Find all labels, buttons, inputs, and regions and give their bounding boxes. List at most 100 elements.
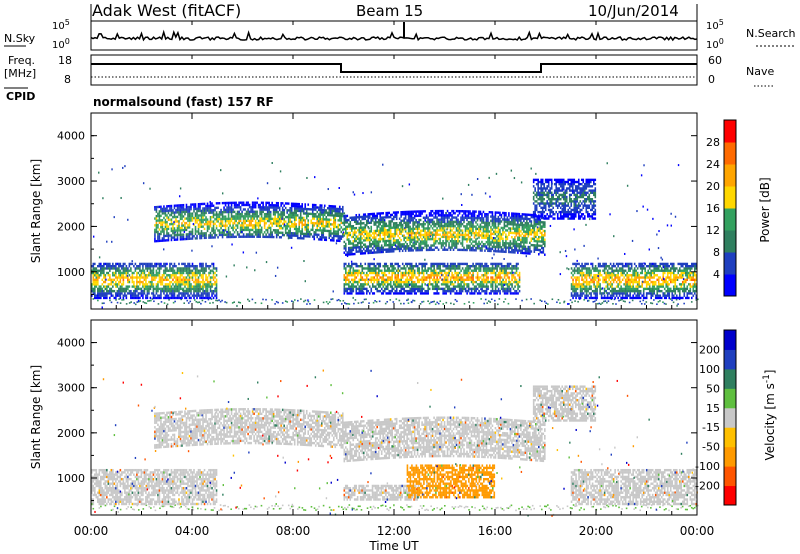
echo-cell bbox=[241, 201, 243, 204]
echo-cell bbox=[307, 235, 310, 238]
echo-cell bbox=[214, 280, 216, 284]
echo-cell bbox=[374, 244, 377, 248]
echo-cell bbox=[104, 296, 107, 300]
echo-cell bbox=[155, 217, 158, 220]
echo-cell bbox=[229, 217, 231, 220]
echo-cell bbox=[337, 223, 340, 227]
echo-cell bbox=[176, 271, 179, 275]
echo-cell bbox=[103, 267, 105, 270]
echo-cell bbox=[314, 206, 317, 209]
echo-cell bbox=[542, 236, 545, 239]
echo-cell bbox=[226, 206, 228, 209]
echo-cell bbox=[332, 239, 335, 242]
echo-cell bbox=[199, 232, 201, 235]
echo-cell bbox=[434, 216, 437, 219]
echo-cell bbox=[292, 204, 294, 208]
echo-cell bbox=[514, 231, 516, 235]
echo-cell bbox=[421, 242, 423, 245]
echo-cell bbox=[436, 218, 438, 221]
echo-cell bbox=[121, 289, 123, 293]
echo-cell bbox=[268, 206, 270, 209]
echo-cell bbox=[338, 223, 341, 227]
echo-cell bbox=[130, 289, 132, 293]
echo-cell bbox=[212, 213, 215, 217]
echo-cell bbox=[109, 287, 111, 291]
echo-cell bbox=[359, 271, 362, 275]
echo-cell bbox=[227, 215, 230, 218]
echo-cell bbox=[317, 213, 320, 216]
echo-cell bbox=[185, 226, 188, 229]
echo-cell bbox=[275, 235, 278, 239]
echo-cell bbox=[389, 226, 392, 230]
echo-cell bbox=[100, 294, 102, 297]
echo-cell bbox=[142, 292, 144, 295]
echo-cell bbox=[380, 225, 383, 228]
echo-cell bbox=[253, 235, 255, 238]
echo-cell bbox=[403, 292, 406, 295]
echo-cell bbox=[182, 287, 185, 291]
echo-cell bbox=[446, 237, 449, 241]
echo-cell bbox=[166, 216, 168, 219]
echo-cell bbox=[158, 232, 161, 236]
echo-cell bbox=[148, 292, 150, 295]
echo-cell bbox=[157, 233, 159, 236]
echo-cell bbox=[371, 242, 374, 246]
echo-cell bbox=[185, 271, 188, 275]
echo-cell bbox=[100, 285, 102, 288]
echo-cell bbox=[262, 203, 264, 207]
echo-cell bbox=[380, 271, 383, 275]
echo-cell bbox=[163, 296, 165, 300]
echo-cell bbox=[404, 245, 407, 248]
echo-cell bbox=[191, 212, 194, 215]
echo-cell bbox=[280, 224, 282, 228]
echo-cell bbox=[364, 230, 367, 233]
echo-cell bbox=[115, 296, 117, 300]
echo-cell bbox=[193, 296, 195, 300]
echo-cell bbox=[538, 253, 540, 256]
echo-cell bbox=[287, 213, 290, 217]
echo-cell bbox=[524, 236, 527, 240]
echo-cell bbox=[209, 289, 212, 293]
echo-cell bbox=[239, 212, 242, 216]
echo-cell bbox=[346, 271, 349, 275]
echo-cell bbox=[511, 212, 513, 215]
echo-cell bbox=[484, 221, 486, 224]
echo-cell bbox=[487, 243, 489, 246]
echo-cell bbox=[95, 267, 98, 270]
echo-cell bbox=[278, 226, 281, 230]
echo-cell bbox=[404, 278, 407, 282]
echo-cell bbox=[176, 269, 179, 272]
echo-cell bbox=[418, 246, 420, 250]
echo-cell bbox=[470, 216, 473, 220]
echo-cell bbox=[475, 225, 477, 228]
echo-cell bbox=[167, 294, 170, 297]
echo-cell bbox=[274, 204, 276, 207]
echo-cell bbox=[406, 242, 408, 246]
echo-cell bbox=[526, 241, 528, 244]
echo-cell bbox=[428, 246, 431, 249]
echo-cell bbox=[490, 249, 492, 253]
echo-cell bbox=[368, 243, 371, 246]
echo-cell bbox=[490, 232, 492, 235]
echo-cell bbox=[292, 202, 294, 206]
echo-cell bbox=[409, 249, 411, 252]
echo-cell bbox=[382, 220, 385, 224]
echo-cell bbox=[436, 246, 438, 249]
echo-cell bbox=[290, 211, 293, 215]
echo-cell bbox=[176, 231, 179, 234]
echo-cell bbox=[500, 250, 503, 253]
echo-cell bbox=[163, 285, 165, 288]
echo-cell bbox=[295, 218, 298, 222]
echo-cell bbox=[418, 214, 420, 217]
echo-cell bbox=[209, 206, 212, 210]
echo-cell bbox=[178, 289, 180, 293]
echo-cell bbox=[353, 278, 356, 282]
echo-cell bbox=[325, 236, 328, 239]
echo-cell bbox=[391, 248, 393, 251]
echo-cell bbox=[428, 278, 431, 282]
echo-cell bbox=[523, 230, 525, 233]
echo-cell bbox=[416, 278, 419, 282]
scatter-point bbox=[587, 299, 590, 302]
echo-cell bbox=[392, 247, 395, 251]
echo-cell bbox=[200, 276, 203, 279]
